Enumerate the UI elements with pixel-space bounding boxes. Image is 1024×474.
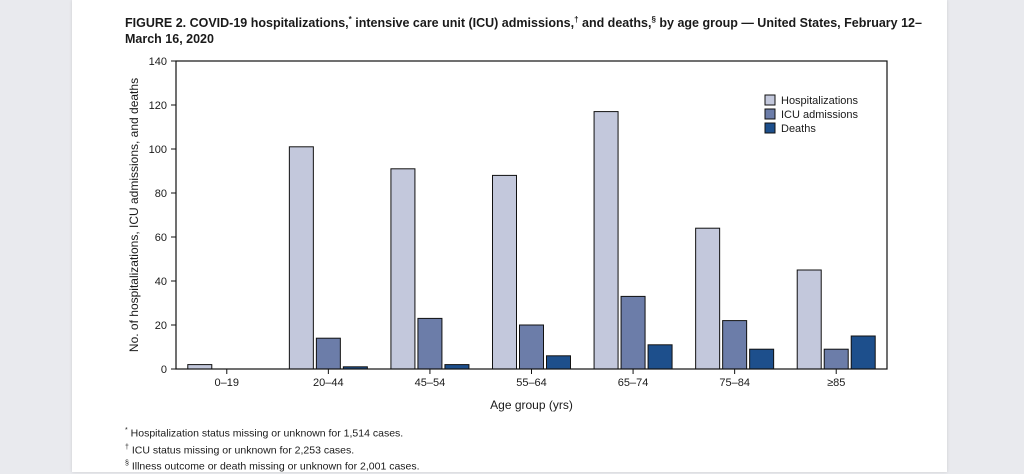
death-bar: [647, 344, 673, 370]
legend-swatch: [764, 108, 776, 120]
title-part: FIGURE 2. COVID-19 hospitalizations,: [125, 16, 349, 31]
legend-label: ICU admissions: [781, 109, 859, 121]
hospitalization-bar: [492, 174, 517, 370]
x-axis-label: Age group (yrs): [490, 398, 573, 412]
footnote-hospitalization: * Hospitalization status missing or unkn…: [125, 424, 420, 441]
title-part: and deaths,: [578, 16, 652, 31]
icu-bar: [519, 324, 544, 370]
footnote-mark: *: [125, 427, 128, 434]
death-bar: [444, 364, 470, 370]
footnote-text: Hospitalization status missing or unknow…: [127, 427, 404, 440]
legend-label: Hospitalizations: [781, 95, 859, 107]
footnote-icu: † ICU status missing or unknown for 2,25…: [125, 441, 420, 458]
icu-bar: [620, 295, 646, 370]
figure-title: FIGURE 2. COVID-19 hospitalizations,* in…: [125, 12, 925, 47]
hospitalization-bar: [593, 111, 619, 370]
death-bar: [850, 335, 876, 370]
y-tick-label: 0: [161, 364, 167, 376]
legend-label: Deaths: [781, 123, 816, 135]
y-tick-label: 120: [149, 100, 167, 112]
x-tick-label: 45–54: [415, 377, 446, 389]
hospitalization-bar: [695, 227, 721, 370]
footnote-text: ICU status missing or unknown for 2,253 …: [128, 444, 355, 456]
death-bar: [546, 355, 571, 370]
footnote-mark: †: [125, 443, 129, 451]
x-tick-label: 0–19: [215, 377, 239, 389]
hospitalization-bar: [187, 364, 213, 370]
y-tick-label: 80: [155, 188, 167, 200]
figure-page: FIGURE 2. COVID-19 hospitalizations,* in…: [72, 0, 947, 474]
hospitalization-bar: [390, 168, 416, 370]
icu-bar: [722, 320, 748, 370]
footnote-mark: *: [348, 15, 352, 24]
footnote-mark: §: [125, 460, 129, 467]
title-part: by age group — United States, February 1…: [125, 16, 922, 47]
footnote-text: Illness outcome or death missing or unkn…: [128, 460, 420, 473]
x-tick-label: 55–64: [516, 377, 547, 389]
x-tick-label: 65–74: [618, 377, 649, 389]
legend-swatch: [764, 94, 776, 106]
death-bar: [749, 348, 775, 370]
y-tick-label: 140: [149, 56, 167, 68]
y-tick-label: 60: [155, 232, 167, 244]
y-axis-label: No. of hospitalizations, ICU admissions,…: [127, 78, 141, 352]
icu-bar: [823, 348, 849, 370]
y-tick-label: 100: [149, 144, 167, 156]
hospitalization-bar: [288, 146, 314, 370]
hospitalization-bar: [796, 269, 822, 370]
footnote-deaths: § Illness outcome or death missing or un…: [125, 457, 420, 474]
icu-bar: [417, 317, 443, 370]
bar-chart: 0 20 40 60 80 100 120 140 0–19 20–44 45–54 55–64 65–…: [127, 56, 888, 412]
x-tick-label: 20–44: [313, 377, 344, 389]
plot-frame: [175, 60, 888, 370]
y-tick-label: 20: [155, 320, 167, 332]
title-part: intensive care unit (ICU) admissions,: [351, 16, 575, 31]
footnote-mark: †: [574, 15, 579, 24]
icu-bar: [315, 337, 341, 370]
legend-swatch: [764, 122, 776, 134]
footnote-mark: §: [651, 15, 656, 24]
x-tick-label: 75–84: [719, 377, 750, 389]
x-tick-label: ≥85: [827, 377, 845, 389]
y-tick-label: 40: [155, 276, 167, 288]
footnotes: * Hospitalization status missing or unkn…: [125, 424, 420, 474]
